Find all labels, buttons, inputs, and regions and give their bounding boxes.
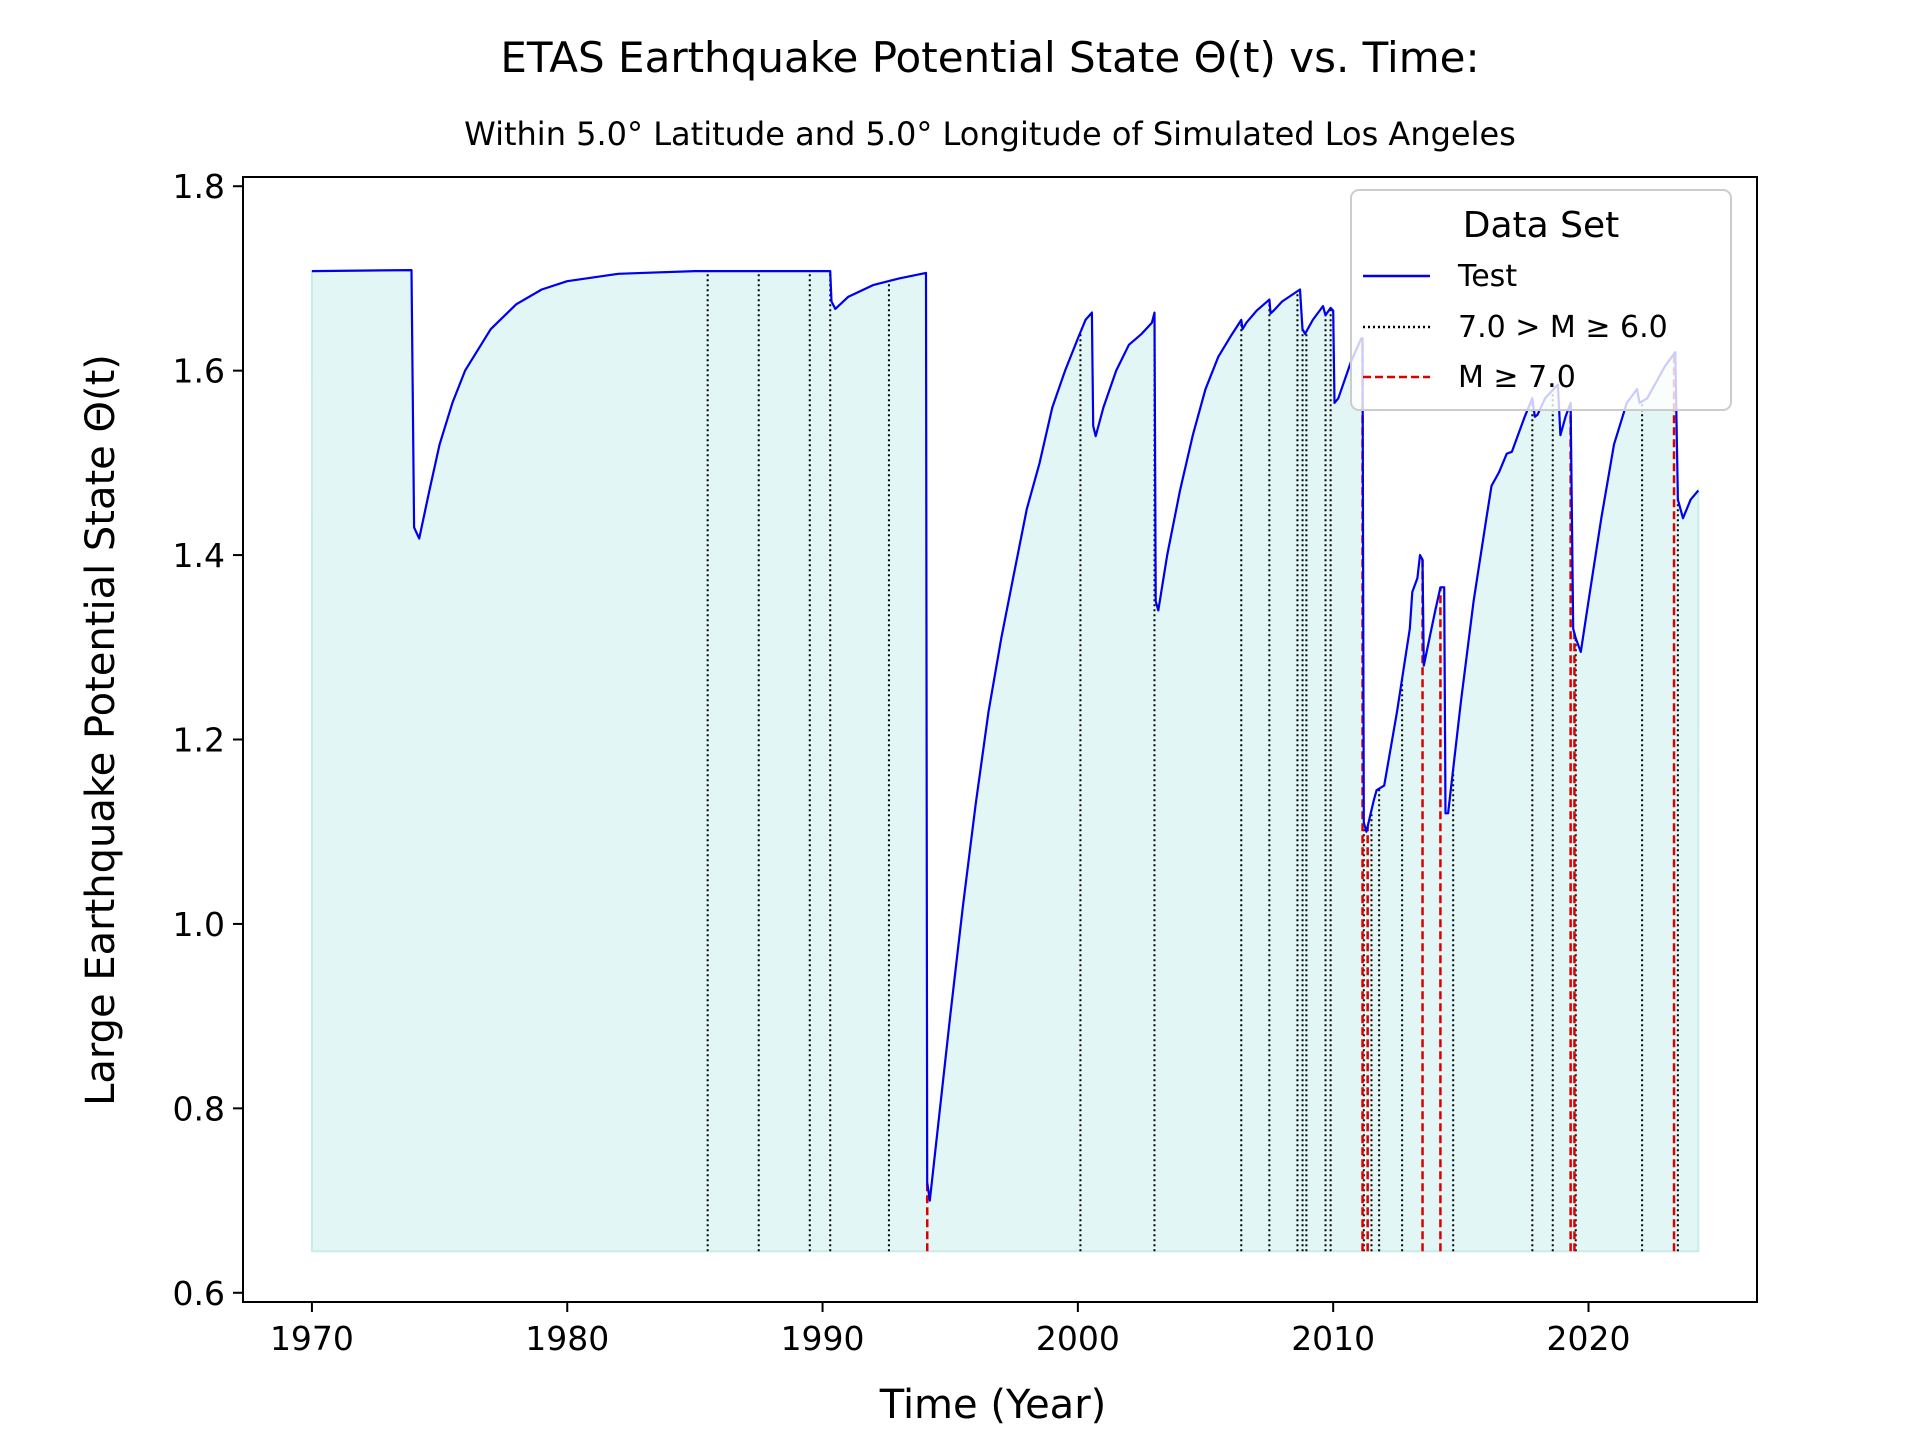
fill-area bbox=[310, 269, 1700, 1253]
x-tick-label: 1980 bbox=[525, 1319, 609, 1358]
y-axis-label: Large Earthquake Potential State Θ(t) bbox=[78, 354, 124, 1106]
legend-label-test: Test bbox=[1457, 259, 1517, 294]
legend-label-medium: 7.0 > M ≥ 6.0 bbox=[1458, 310, 1668, 345]
fill-area-test bbox=[310, 269, 1700, 1253]
y-tick-label: 0.8 bbox=[173, 1089, 225, 1128]
y-tick-label: 1.4 bbox=[173, 536, 225, 575]
x-tick-label: 2020 bbox=[1547, 1319, 1631, 1358]
y-tick-label: 1.8 bbox=[173, 167, 225, 206]
x-tick-label: 1970 bbox=[270, 1319, 354, 1358]
y-tick-label: 1.0 bbox=[173, 905, 225, 944]
legend-box bbox=[1350, 189, 1732, 411]
chart-title: ETAS Earthquake Potential State Θ(t) vs.… bbox=[500, 33, 1479, 82]
y-tick-label: 1.2 bbox=[173, 721, 225, 760]
ticks: 1970 1980 1990 2000 2010 2020 0.6 0.8 1.0 1.2 1.4 1… bbox=[173, 167, 1631, 1358]
event-lines bbox=[706, 271, 1679, 1252]
x-tick-label: 2010 bbox=[1291, 1319, 1375, 1358]
legend-title: Data Set bbox=[1463, 205, 1620, 246]
legend-label-large: M ≥ 7.0 bbox=[1458, 360, 1576, 395]
legend: Data Set Test 7.0 > M ≥ 6.0 M ≥ 7.0 bbox=[1350, 189, 1732, 411]
y-tick-label: 1.6 bbox=[173, 352, 225, 391]
x-tick-label: 1990 bbox=[781, 1319, 865, 1358]
y-tick-label: 0.6 bbox=[173, 1274, 225, 1313]
x-axis-label: Time (Year) bbox=[879, 1382, 1107, 1428]
x-tick-label: 2000 bbox=[1036, 1319, 1120, 1358]
chart-subtitle: Within 5.0° Latitude and 5.0° Longitude … bbox=[464, 115, 1516, 153]
